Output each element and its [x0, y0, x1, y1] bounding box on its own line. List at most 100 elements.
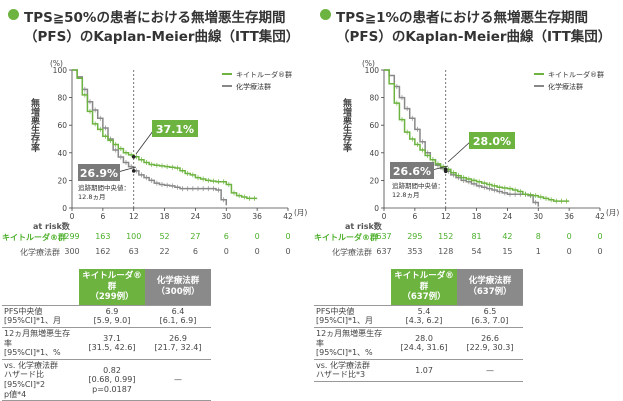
chemo-12m-callout: 26.6% — [390, 162, 449, 179]
at-risk-chemo-value: 353 — [407, 247, 423, 256]
marker-12m — [131, 169, 136, 173]
at-risk-chemo-value: 637 — [376, 247, 392, 256]
chart-axes: 0 20 40 60 80 100 0 6 12 18 24 30 36 42 — [365, 66, 605, 221]
at-risk-keytruda-value: 0 — [254, 232, 260, 241]
at-risk-keytruda-value: 637 — [376, 232, 392, 241]
table-row-pfs: PFS中央値 [95%CI]*1、月 6.9 [5.9, 9.0] 6.4 [6.1,… — [2, 304, 211, 329]
at-risk-chemo-value: 0 — [566, 247, 572, 256]
x-tick-label: 24 — [503, 212, 513, 221]
at-risk-chemo-value: 1 — [535, 247, 541, 256]
at-risk-table: at risk数 キイトルーダ®群 化学療法群 637 295 152 81 42 8 0 0… — [312, 221, 623, 261]
at-risk-keytruda-value: 42 — [502, 232, 513, 241]
marker-12m — [443, 167, 448, 172]
y-tick-label: 20 — [369, 176, 379, 185]
x-tick-label: 42 — [283, 212, 293, 221]
chemo-12m-value: 26.9% — [80, 167, 118, 180]
at-risk-chemo-value: 0 — [223, 247, 229, 256]
at-risk-chemo-value: 128 — [438, 247, 454, 256]
keytruda-12m-callout: 28.0% — [447, 132, 515, 163]
y-axis-unit: (%) — [362, 59, 375, 68]
x-tick-label: 6 — [100, 212, 105, 221]
y-tick-label: 60 — [369, 121, 379, 130]
chart-title-line1: TPS≧50%の患者における無増悪生存期間 — [24, 10, 286, 26]
x-tick-label: 36 — [564, 212, 574, 221]
x-tick-label: 12 — [129, 212, 139, 221]
at-risk-keytruda-value: 0 — [597, 232, 603, 241]
chemo-12m-callout: 26.9% — [78, 164, 137, 181]
legend-keytruda-label: キイトルーダ®群 — [236, 70, 292, 79]
table-row-12m: 12ヵ月無増悪生存率 [95%CI]*1、% 37.1 [31.5, 42.6] 2… — [2, 327, 211, 360]
y-tick-label: 20 — [57, 176, 67, 185]
at-risk-keytruda-label: キイトルーダ®群 — [314, 233, 378, 242]
at-risk-keytruda-value: 299 — [64, 232, 80, 241]
chart-title-line2: （PFS）のKaplan-Meier曲線（ITT集団） — [24, 29, 300, 45]
at-risk-chemo-value: 6 — [192, 247, 198, 256]
panel-tps1: TPS≧1%の患者における無増悪生存期間 （PFS）のKaplan-Meier曲… — [312, 0, 623, 401]
at-risk-chemo-value: 0 — [254, 247, 260, 256]
table-row-pfs: PFS中央値 [95%CI]*1、月 5.4 [4.3, 6.2] 6.5 [6.3,… — [314, 304, 523, 329]
summary-table: キイトルーダ®群 （299例） 化学療法群 （300例） PFS中央値 [95%CI]… — [2, 269, 211, 401]
y-axis-label: 無増悪生存率 — [341, 97, 352, 153]
at-risk-chemo-value: 300 — [64, 247, 80, 256]
at-risk-keytruda-value: 0 — [566, 232, 572, 241]
legend: キイトルーダ®群 化学療法群 — [534, 70, 604, 91]
table-row-hr: vs. 化学療法群 ハザード比*3 1.07 — — [314, 358, 523, 383]
x-tick-label: 0 — [382, 212, 387, 221]
at-risk-chemo-value: 0 — [285, 247, 291, 256]
y-tick-label: 100 — [53, 66, 68, 75]
head-keytruda: キイトルーダ®群 （637例） — [391, 269, 457, 306]
chart-title-line1: TPS≧1%の患者における無増悪生存期間 — [336, 10, 589, 26]
at-risk-keytruda-value: 100 — [126, 232, 142, 241]
median-followup-value: 12.8ヵ月 — [392, 191, 419, 199]
head-keytruda: キイトルーダ®群 （299例） — [79, 269, 145, 306]
keytruda-12m-callout: 37.1% — [135, 120, 198, 155]
x-tick-label: 12 — [441, 212, 451, 221]
y-tick-label: 80 — [369, 94, 379, 103]
at-risk-keytruda-value: 0 — [285, 232, 291, 241]
at-risk-chemo-value: 54 — [471, 247, 482, 256]
x-tick-label: 18 — [160, 212, 170, 221]
table-row-hr: vs. 化学療法群 ハザード比[95%CI]*2 p値*4 0.82 [0.68, 0… — [2, 358, 211, 401]
y-tick-label: 100 — [365, 66, 380, 75]
at-risk-chemo-value: 15 — [502, 247, 513, 256]
head-chemo: 化学療法群 （637例） — [457, 269, 523, 306]
legend-chemo-label: 化学療法群 — [236, 82, 271, 91]
y-tick-label: 0 — [374, 204, 379, 213]
x-axis-unit: (月) — [294, 208, 307, 217]
at-risk-keytruda-value: 295 — [407, 232, 423, 241]
chemo-12m-value: 26.6% — [393, 165, 431, 178]
at-risk-keytruda-value: 8 — [535, 232, 541, 241]
at-risk-keytruda-value: 27 — [190, 232, 201, 241]
y-tick-label: 0 — [62, 204, 67, 213]
median-followup-value: 12.8ヵ月 — [78, 193, 105, 201]
y-tick-label: 60 — [57, 121, 67, 130]
legend: キイトルーダ®群 化学療法群 — [222, 70, 292, 91]
median-followup-label: 追跡期間中央値： — [78, 183, 130, 192]
at-risk-keytruda-value: 81 — [471, 232, 482, 241]
bullet-dot-icon — [8, 9, 19, 20]
summary-table: キイトルーダ®群 （637例） 化学療法群 （637例） PFS中央値 [95%CI]… — [314, 269, 523, 383]
x-axis-unit: (月) — [606, 208, 619, 217]
x-tick-label: 18 — [472, 212, 482, 221]
panel-tps50: TPS≧50%の患者における無増悪生存期間 （PFS）のKaplan-Meier… — [0, 0, 311, 401]
at-risk-keytruda-value: 6 — [223, 232, 229, 241]
legend-keytruda-label: キイトルーダ®群 — [548, 70, 604, 79]
at-risk-table: at risk数 キイトルーダ®群 化学療法群 299 163 100 52 27 6 0 0… — [0, 221, 311, 261]
keytruda-12m-value: 28.0% — [473, 135, 511, 148]
x-tick-label: 0 — [70, 212, 75, 221]
x-tick-label: 24 — [191, 212, 201, 221]
at-risk-title: at risk数 — [345, 222, 382, 231]
x-tick-label: 6 — [412, 212, 417, 221]
chemo-curve — [72, 69, 228, 206]
x-tick-label: 30 — [222, 212, 232, 221]
chart-curves — [384, 69, 570, 207]
marker-12m — [131, 155, 136, 159]
at-risk-chemo-label: 化学療法群 — [20, 248, 60, 257]
at-risk-keytruda-value: 152 — [438, 232, 454, 241]
legend-chemo-label: 化学療法群 — [548, 82, 583, 91]
x-tick-label: 42 — [595, 212, 605, 221]
head-chemo: 化学療法群 （300例） — [145, 269, 211, 306]
y-axis-label: 無増悪生存率 — [29, 97, 40, 153]
